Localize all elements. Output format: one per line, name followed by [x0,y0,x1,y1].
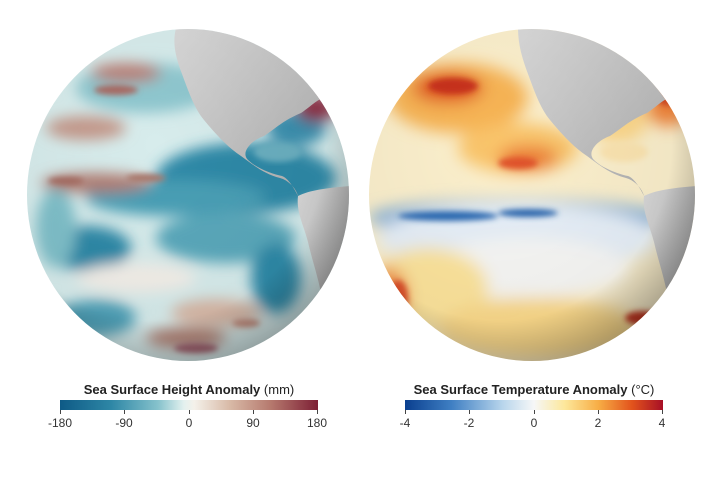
tick-mark [469,410,470,414]
tick-label: -180 [47,416,73,430]
color-scale-bar [405,400,663,410]
legend-unit: (mm) [263,382,295,397]
tick-label: -4 [399,416,411,430]
legend-ticks: -4 -2 0 2 4 [400,410,666,430]
tick-label: 90 [246,416,260,430]
tick-label: -90 [115,416,133,430]
legend-title-text: Sea Surface Height Anomaly [83,382,261,397]
tick-mark [534,410,535,414]
sea-surface-height-legend: Sea Surface Height Anomaly (mm) -180 -90… [48,382,327,430]
tick-mark [253,410,254,414]
sea-surface-height-globe [27,29,349,361]
color-scale-bar [60,400,318,410]
tick-mark [598,410,599,414]
legend-title-text: Sea Surface Temperature Anomaly [413,382,628,397]
tick-label: 0 [185,416,193,430]
tick-label: 2 [594,416,602,430]
legend-title: Sea Surface Temperature Anomaly (°C) [405,382,663,398]
tick-mark [317,410,318,414]
tick-mark [405,410,406,414]
tick-label: 4 [658,416,666,430]
legend-ticks: -180 -90 0 90 180 [48,410,327,430]
tick-mark [662,410,663,414]
tick-label: -2 [463,416,475,430]
tick-mark [60,410,61,414]
legend-unit: (°C) [631,382,655,397]
tick-label: 0 [530,416,538,430]
sea-surface-temperature-legend: Sea Surface Temperature Anomaly (°C) -4 … [400,382,666,430]
tick-label: 180 [306,416,328,430]
legend-title: Sea Surface Height Anomaly (mm) [60,382,318,398]
tick-mark [124,410,125,414]
sea-surface-temperature-globe [369,29,695,361]
tick-mark [189,410,190,414]
